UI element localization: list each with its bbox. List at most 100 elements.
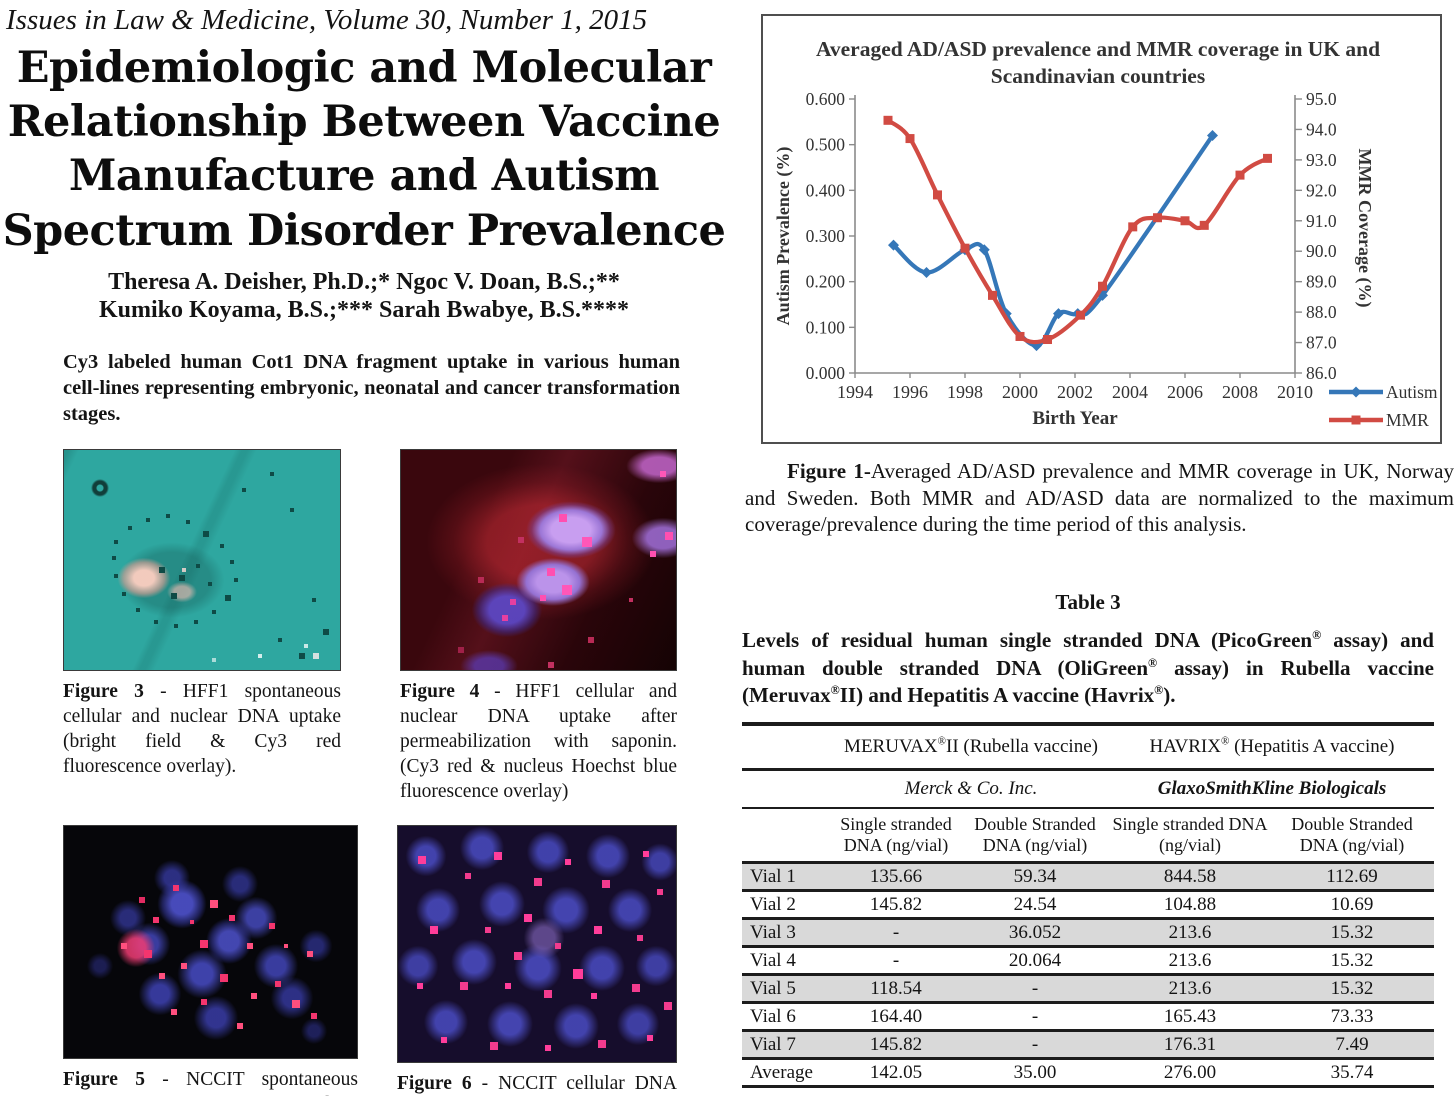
empty-cell [742,808,832,863]
figure-label: Figure 3 [63,681,144,703]
x-tick: 2010 [1277,382,1313,402]
title-line: Spectrum Disorder Prevalence [2,205,726,256]
y-right-tick: 95.0 [1306,89,1337,109]
data-marker [1053,308,1064,320]
figure-row-2: Figure 5 - NCCIT spontaneous cellular DN… [63,825,728,1096]
y-right-tick: 93.0 [1306,150,1337,170]
cell-value: 73.33 [1330,1005,1374,1027]
figure3-image [63,449,341,672]
group-header-meruvax: MERUVAX®II (Rubella vaccine) [844,735,1098,758]
y-left-tick: 0.500 [806,135,846,155]
chart-title-line1: Averaged AD/ASD prevalence and MMR cover… [816,37,1380,61]
column-header: Single stranded DNA (ng/vial) [840,813,952,856]
table3: MERUVAX®II (Rubella vaccine) HAVRIX® (He… [742,722,1435,1088]
data-marker [1235,170,1245,180]
y-left-tick: 0.100 [806,317,846,337]
y-right-tick: 88.0 [1306,302,1337,322]
data-marker [1199,220,1209,230]
article-title: Epidemiologic and Molecular Relationship… [0,41,728,258]
cell-value: 15.32 [1330,921,1374,943]
figure1-chart-panel: 0.000 0.100 0.200 0.300 0.400 0.500 0.600 86.0 8… [761,14,1442,444]
cell-value: 145.82 [869,1033,923,1055]
data-marker [921,267,932,279]
cell-value: 35.74 [1330,1061,1374,1083]
table-row: Vial 3 - 36.052 213.6 15.32 [742,918,1435,947]
data-marker [1350,386,1362,398]
y-right-tick: 91.0 [1306,211,1337,231]
row-label: Vial 6 [750,1005,796,1027]
figure3-caption: Figure 3 - HFF1 spontaneous cellular and… [63,680,341,780]
y-left-tick: 0.300 [806,226,846,246]
figure5-caption: Figure 5 - NCCIT spontaneous cellular DN… [63,1068,358,1096]
manufacturer-row: Merck & Co. Inc. GlaxoSmithKline Biologi… [742,770,1435,809]
empty-cell [742,770,832,809]
row-label: Vial 5 [750,977,796,999]
cell-value: 135.66 [869,865,923,887]
figure5-image [63,825,358,1060]
cell-value: 59.34 [1013,865,1057,887]
table3-description: Levels of residual human single stranded… [742,627,1434,708]
y-left-tick: 0.400 [806,180,846,200]
figure-caption-text: - HFF1 cellular and nuclear DNA uptake a… [400,681,677,803]
cell-value: 15.32 [1330,977,1374,999]
figure-row-1: Figure 3 - HFF1 spontaneous cellular and… [63,449,728,805]
figure-caption-text: - HFF1 spontaneous cellular and nuclear … [63,681,341,778]
figure-caption-text: Averaged AD/ASD prevalence and MMR cover… [745,459,1454,537]
row-label: Average [750,1061,813,1083]
cell-value: 176.31 [1163,1033,1217,1055]
cell-value: 118.54 [870,977,922,999]
legend-label: Autism [1386,382,1438,402]
row-label: Vial 2 [750,893,796,915]
figure6-caption: Figure 6 - NCCIT cellular DNA uptake aft… [397,1072,677,1096]
cell-value: 164.40 [869,1005,923,1027]
data-marker [1153,213,1162,223]
x-tick: 2008 [1222,382,1258,402]
y-right-tick: 92.0 [1306,180,1337,200]
data-marker [1098,281,1107,291]
authors: Theresa A. Deisher, Ph.D.;* Ngoc V. Doan… [0,268,728,326]
figure6-image [397,825,677,1064]
data-marker [960,243,970,253]
figure-label: Figure 1- [787,459,871,483]
table-row: Vial 6 164.40 - 165.43 73.33 [742,1003,1435,1031]
cell-value: 15.32 [1330,949,1374,971]
figure-label: Figure 5 [63,1069,145,1091]
data-marker [888,239,899,251]
column-header: Double Stranded DNA (ng/vial) [1291,813,1413,856]
cell-value: - [1031,1005,1039,1027]
data-marker [978,244,990,256]
data-marker [905,134,915,144]
y-right-axis-label: MMR Coverage (%) [1354,149,1375,308]
intro-paragraph: Cy3 labeled human Cot1 DNA fragment upta… [63,351,680,426]
y-right-tick: 87.0 [1306,333,1337,353]
journal-header: Issues in Law & Medicine, Volume 30, Num… [6,4,648,36]
x-tick: 1994 [837,382,873,402]
data-marker [1180,216,1190,226]
title-line: Relationship Between Vaccine [7,97,721,148]
left-column: Issues in Law & Medicine, Volume 30, Num… [0,4,728,1096]
cell-value: 7.49 [1335,1033,1369,1055]
data-marker [1128,222,1138,232]
row-label: Vial 4 [750,949,796,971]
group-header-havrix: HAVRIX® (Hepatitis A vaccine) [1149,735,1395,758]
table-row: Average 142.05 35.00 276.00 35.74 [742,1059,1435,1087]
cell-value: 276.00 [1163,1061,1217,1083]
cell-value: 20.064 [1008,949,1062,971]
data-marker [988,290,997,300]
table3-title: Table 3 [1055,589,1121,614]
x-axis-label: Birth Year [1032,408,1118,429]
figure1-caption: Figure 1-Averaged AD/ASD prevalence and … [745,458,1454,538]
cell-value: 112.69 [1326,865,1378,887]
cell-value: 24.54 [1013,893,1057,915]
x-tick: 2000 [1002,382,1038,402]
cell-value: 844.58 [1163,865,1217,887]
data-marker [1263,153,1272,163]
cell-value: - [892,921,900,943]
y-left-tick: 0.200 [806,272,846,292]
empty-cell [742,724,832,770]
chart-title-line2: Scandinavian countries [991,64,1205,88]
legend-label: MMR [1386,410,1429,430]
data-marker [1207,130,1218,142]
cell-value: 36.052 [1008,921,1062,943]
x-tick: 1998 [947,382,983,402]
